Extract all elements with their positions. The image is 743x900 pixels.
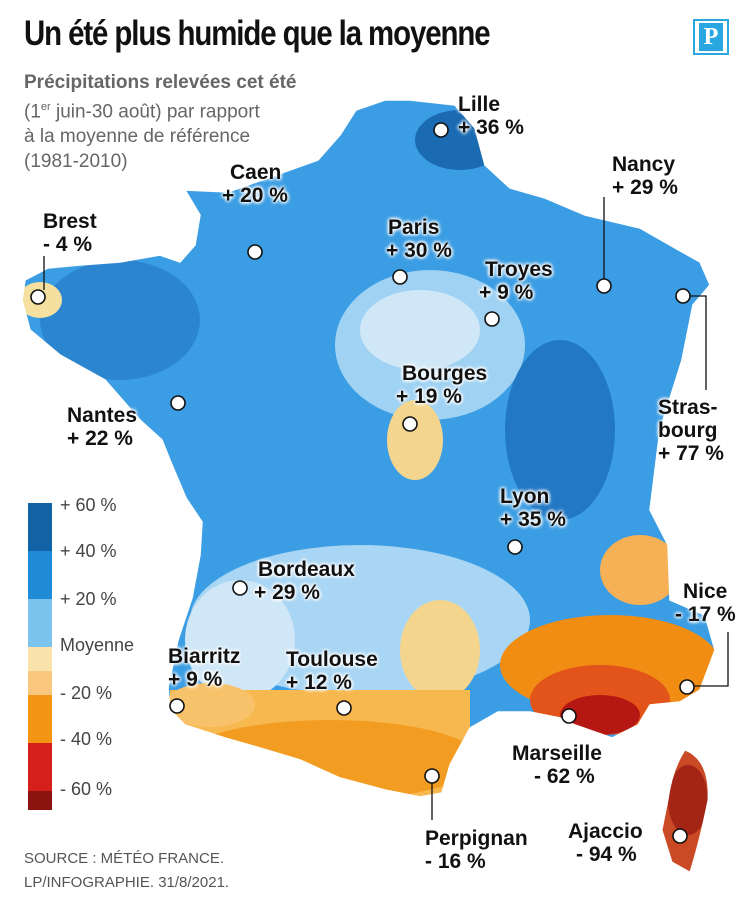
city-label-caen: Caen + 20 % bbox=[222, 161, 288, 207]
city-marker-bordeaux bbox=[232, 580, 248, 596]
city-label-troyes: Troyes + 9 % bbox=[479, 258, 553, 304]
legend-swatch-minus-20 bbox=[28, 695, 52, 743]
source-credit: SOURCE : MÉTÉO FRANCE. LP/INFOGRAPHIE. 3… bbox=[24, 847, 229, 895]
legend-swatch-moyenne-dry bbox=[28, 647, 52, 671]
city-label-biarritz: Biarritz + 9 % bbox=[168, 645, 241, 691]
legend-label-minus-40: - 40 % bbox=[60, 729, 113, 749]
city-label-nancy: Nancy + 29 % bbox=[612, 153, 678, 199]
legend-swatch-plus-60 bbox=[28, 503, 52, 551]
legend-swatch-minus-60 bbox=[28, 791, 52, 810]
le-parisien-logo: P bbox=[693, 19, 729, 55]
city-label-perpignan: Perpignan - 16 % bbox=[425, 827, 528, 873]
city-marker-brest bbox=[30, 289, 46, 305]
city-label-nice: Nice - 17 % bbox=[675, 580, 736, 626]
city-markers bbox=[30, 122, 695, 844]
city-marker-bourges bbox=[402, 416, 418, 432]
city-label-nantes: Nantes + 22 % bbox=[67, 404, 138, 450]
credit-line: LP/INFOGRAPHIE. 31/8/2021. bbox=[24, 874, 230, 891]
city-marker-strasbourg bbox=[675, 288, 691, 304]
subtitle-line-1: Précipitations relevées cet été bbox=[24, 72, 297, 93]
city-marker-caen bbox=[247, 244, 263, 260]
map-title: Un été plus humide que la moyenne bbox=[24, 14, 491, 53]
legend-label-minus-60: - 60 % bbox=[60, 779, 113, 799]
france-outline bbox=[21, 99, 716, 798]
legend-label-plus-20: + 20 % bbox=[60, 589, 117, 609]
city-marker-perpignan bbox=[424, 768, 440, 784]
city-marker-lyon bbox=[507, 539, 523, 555]
city-marker-nice bbox=[679, 679, 695, 695]
legend-swatch-minus-40 bbox=[28, 743, 52, 791]
city-label-strasbourg: Stras-bourg + 77 % bbox=[658, 396, 724, 465]
legend-label-minus-20: - 20 % bbox=[60, 683, 113, 703]
legend-label-plus-40: + 40 % bbox=[60, 541, 117, 561]
city-marker-toulouse bbox=[336, 700, 352, 716]
city-marker-nancy bbox=[596, 278, 612, 294]
city-marker-marseille bbox=[561, 708, 577, 724]
city-label-lyon: Lyon + 35 % bbox=[500, 485, 566, 531]
legend-label-moyenne: Moyenne bbox=[60, 635, 135, 655]
city-label-bordeaux: Bordeaux + 29 % bbox=[254, 558, 355, 604]
legend-swatch-plus-20 bbox=[28, 599, 52, 647]
corsica-outline bbox=[661, 749, 709, 873]
city-label-brest: Brest - 4 % bbox=[43, 210, 97, 256]
city-marker-ajaccio bbox=[672, 828, 688, 844]
city-label-bourges: Bourges + 19 % bbox=[396, 362, 488, 408]
leader-lines bbox=[43, 197, 729, 820]
city-label-ajaccio: Ajaccio - 94 % bbox=[568, 820, 643, 866]
subtitle-line-3: à la moyenne de référence bbox=[24, 126, 251, 148]
legend-label-plus-60: + 60 % bbox=[60, 495, 117, 515]
subtitle-line-4: (1981-2010) bbox=[24, 151, 128, 173]
city-marker-biarritz bbox=[169, 698, 185, 714]
city-label-paris: Paris + 30 % bbox=[386, 216, 452, 262]
city-label-lille: Lille + 36 % bbox=[458, 93, 524, 139]
city-marker-lille bbox=[433, 122, 449, 138]
city-label-toulouse: Toulouse + 12 % bbox=[286, 648, 378, 694]
city-marker-troyes bbox=[484, 311, 500, 327]
city-marker-paris bbox=[392, 269, 408, 285]
city-label-marseille: Marseille - 62 % bbox=[512, 742, 602, 788]
legend-swatch-minus-10 bbox=[28, 671, 52, 695]
map-subtitle: Précipitations relevées cet été (1er jui… bbox=[24, 70, 296, 174]
subtitle-line-2: (1er juin-30 août) par rapport bbox=[24, 101, 260, 123]
source-line: SOURCE : MÉTÉO FRANCE. bbox=[24, 850, 225, 867]
legend-swatch-plus-40 bbox=[28, 551, 52, 599]
city-marker-nantes bbox=[170, 395, 186, 411]
